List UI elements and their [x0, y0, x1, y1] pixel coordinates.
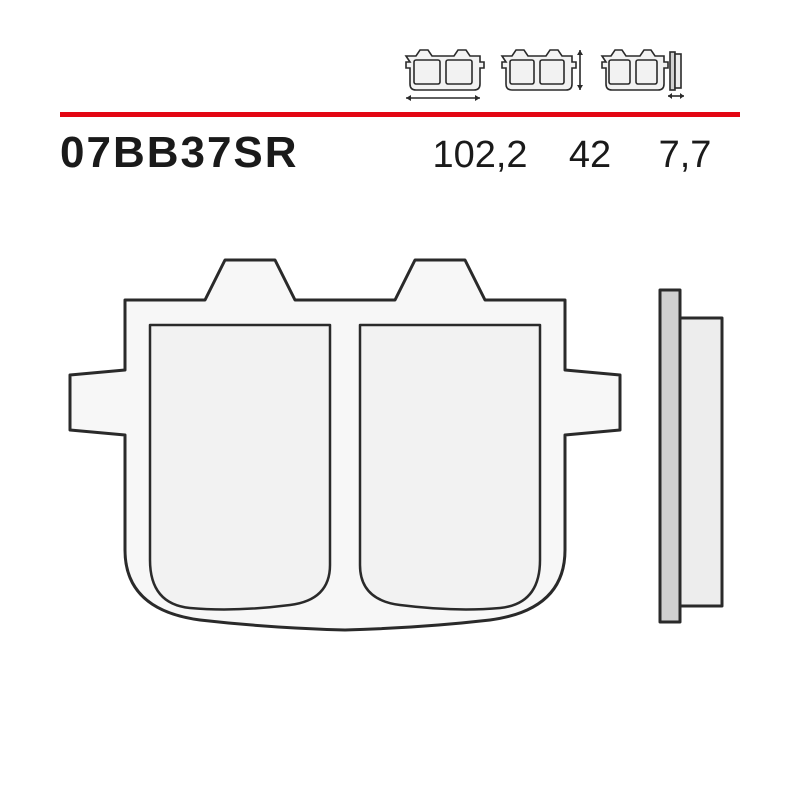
technical-drawing: [60, 220, 740, 740]
mini-pad-height-icon: [500, 42, 586, 104]
mini-pad-width-icon: [400, 42, 486, 104]
front-view: [70, 260, 620, 630]
side-view: [660, 290, 722, 622]
section-divider: [60, 112, 740, 117]
dimension-width: 102,2: [420, 134, 540, 177]
header-dimension-icons: [400, 42, 686, 104]
dimension-height: 42: [540, 134, 640, 177]
mini-pad-thickness-icon: [600, 42, 686, 104]
dimension-thickness: 7,7: [640, 134, 730, 177]
spec-row: 07BB37SR 102,2 42 7,7: [60, 128, 740, 178]
product-code: 07BB37SR: [60, 128, 420, 178]
